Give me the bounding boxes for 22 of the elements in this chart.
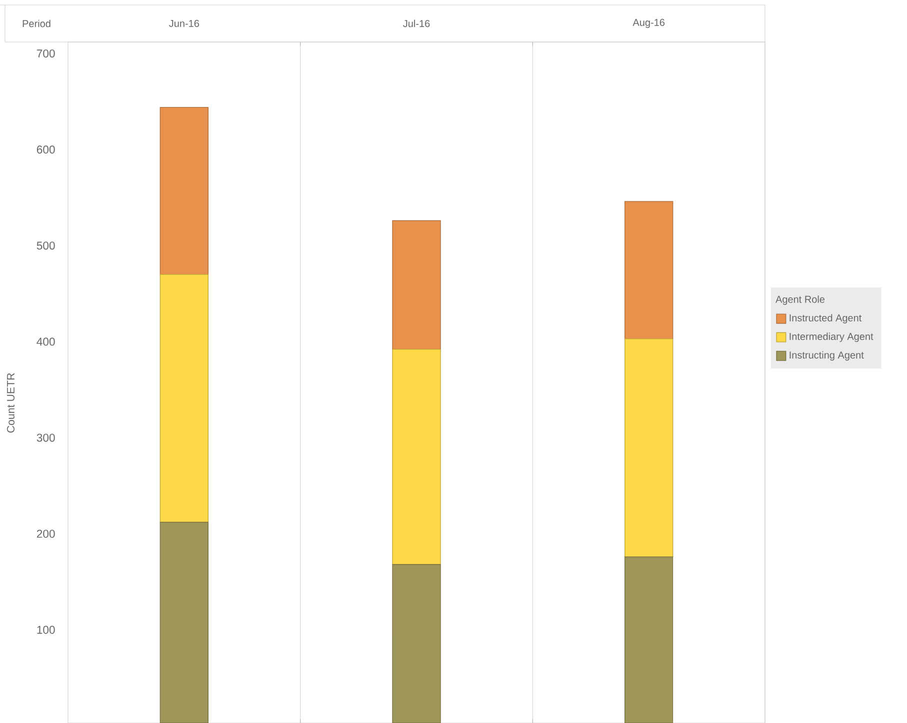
y-tick-label: 200 (36, 530, 55, 538)
text: Period (22, 20, 50, 28)
y-axis-title: Count UETR (6, 373, 14, 433)
y-tick-label: 400 (36, 338, 55, 346)
y-tick-label: 600 (36, 146, 55, 154)
y-tick-label: 300 (36, 434, 55, 442)
bar (392, 220, 441, 350)
bar (160, 106, 209, 275)
y-tick-label: 500 (36, 242, 55, 250)
legend-title: Agent Role (776, 296, 825, 305)
x-tick-label: Jul-16 (403, 20, 430, 28)
bar (160, 274, 209, 523)
bar (392, 349, 441, 565)
legend-label: Instructing Agent (790, 351, 864, 361)
legend-label: Intermediary Agent (790, 332, 874, 342)
bar (624, 201, 674, 340)
y-tick-label: 100 (37, 626, 55, 634)
bar (624, 338, 674, 558)
x-tick-label: Jun-16 (169, 20, 200, 27)
x-tick-label: Aug-16 (632, 18, 665, 28)
y-tick-label: 700 (36, 50, 55, 58)
legend-label: Instructed Agent (790, 314, 862, 324)
